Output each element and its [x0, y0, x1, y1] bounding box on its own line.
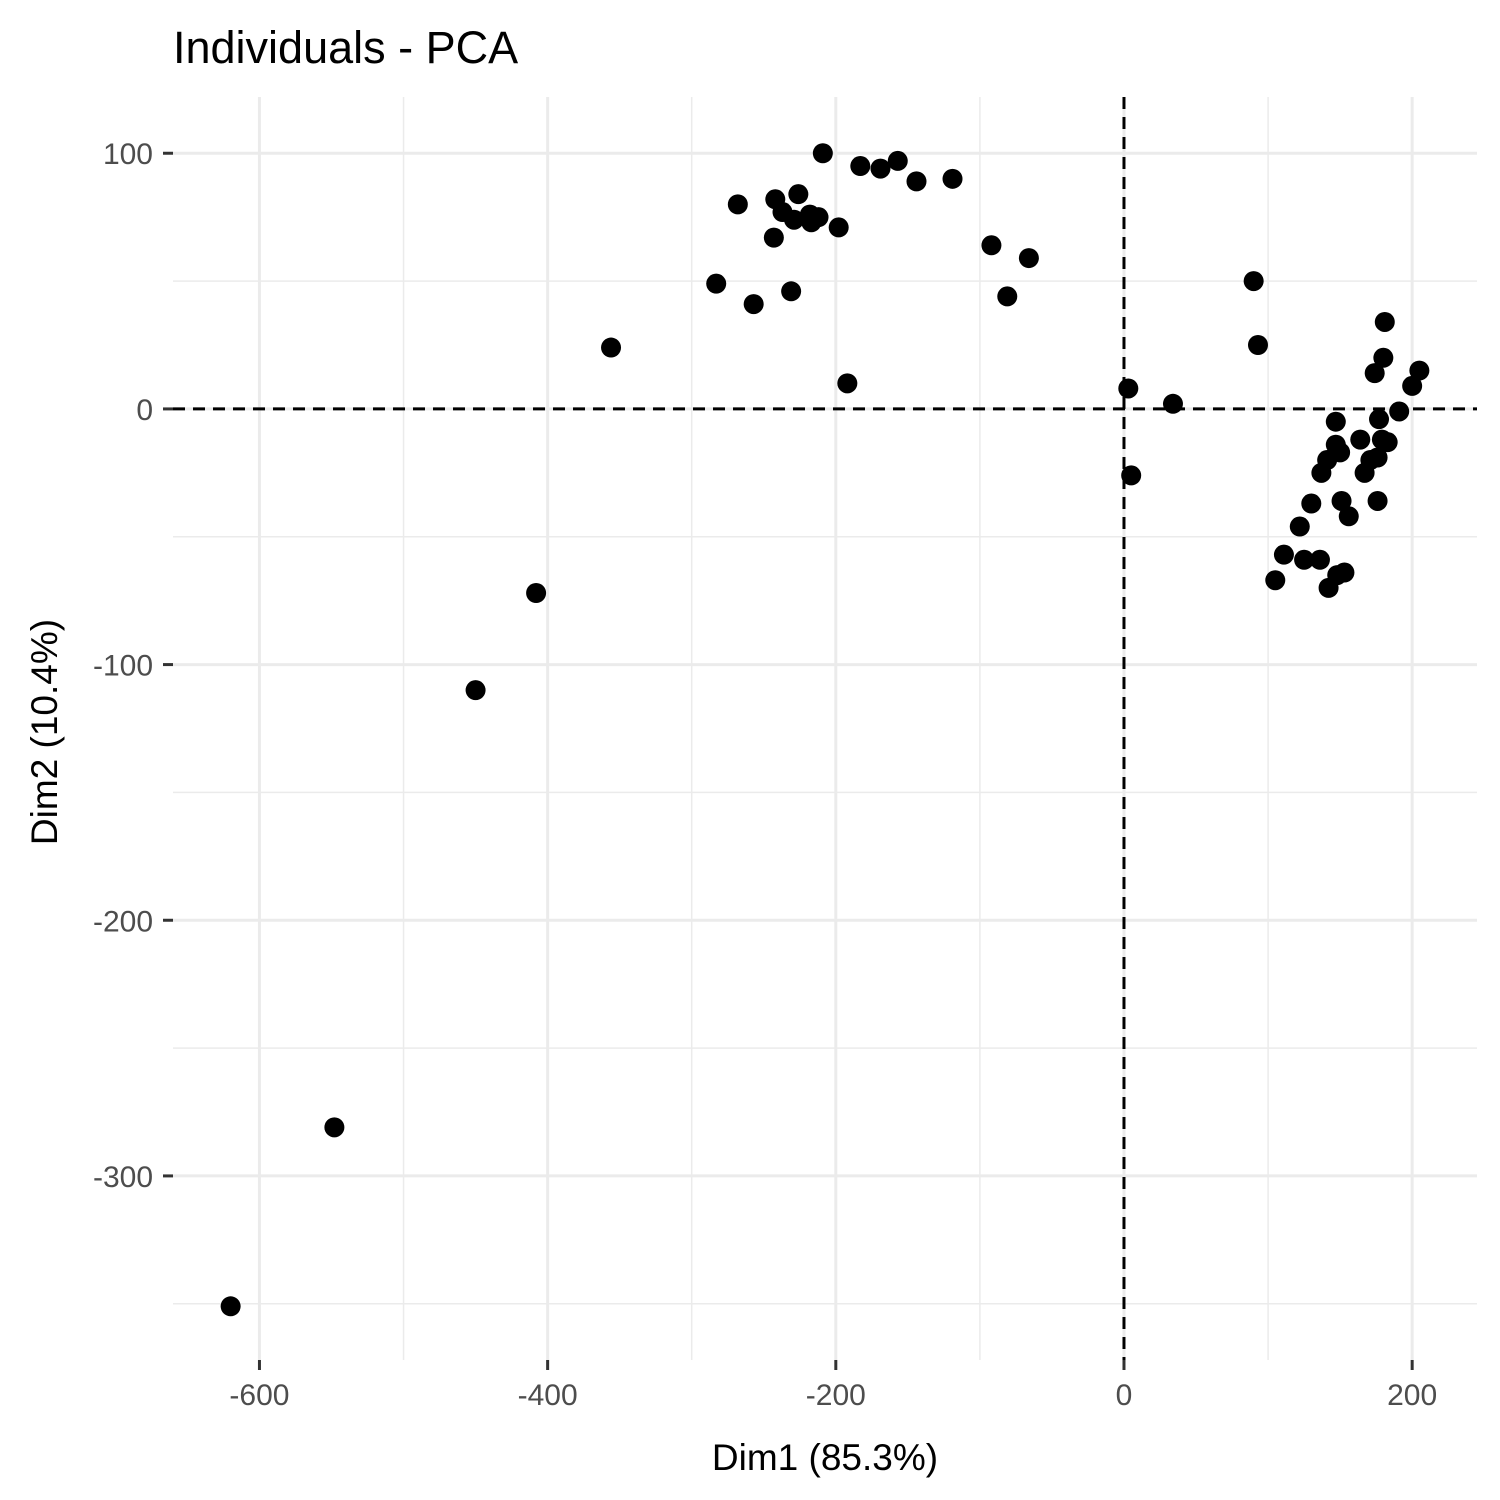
y-axis-title: Dim2 (10.4%) [24, 619, 65, 845]
y-tick-label: -200 [93, 905, 153, 938]
data-point [788, 184, 809, 205]
minor-gridlines [173, 97, 1477, 1360]
data-point [526, 582, 547, 603]
data-point [1247, 334, 1268, 355]
data-point [1373, 347, 1394, 368]
data-point [743, 294, 764, 315]
y-tick-label: -300 [93, 1161, 153, 1194]
data-point [1294, 549, 1315, 570]
x-tick-label: -600 [229, 1379, 289, 1412]
data-point [727, 194, 748, 215]
data-point [1389, 401, 1410, 422]
major-gridlines [173, 97, 1477, 1360]
data-point [808, 207, 829, 228]
data-point [981, 235, 1002, 256]
data-point [1367, 447, 1388, 468]
data-point [1331, 490, 1352, 511]
data-point [601, 337, 622, 358]
data-point [324, 1117, 345, 1138]
chart-title: Individuals - PCA [173, 22, 518, 73]
data-point [706, 273, 727, 294]
data-point [850, 156, 871, 177]
data-point [1325, 411, 1346, 432]
data-points [220, 143, 1430, 1317]
data-point [784, 209, 805, 230]
data-point [1369, 409, 1390, 430]
tick-labels: -600 -400 -200 0 200 -300 -200 -100 0 100 [93, 138, 1437, 1412]
x-axis-title: Dim1 (85.3%) [712, 1437, 938, 1478]
data-point [1243, 271, 1264, 292]
data-point [763, 227, 784, 248]
data-point [1301, 493, 1322, 514]
data-point [1330, 442, 1351, 463]
data-point [1334, 562, 1355, 583]
y-tick-label: 0 [136, 394, 153, 427]
data-point [781, 281, 802, 302]
data-point [1118, 378, 1139, 399]
data-point [1374, 311, 1395, 332]
data-point [1402, 375, 1423, 396]
axis-ticks [163, 151, 1414, 1370]
data-point [465, 680, 486, 701]
data-point [1162, 393, 1183, 414]
x-tick-label: 200 [1387, 1379, 1437, 1412]
data-point [887, 150, 908, 171]
data-point [997, 286, 1018, 307]
data-point [1289, 516, 1310, 537]
data-point [1367, 490, 1388, 511]
data-point [1018, 248, 1039, 269]
data-point [870, 158, 891, 179]
data-point [1265, 570, 1286, 591]
y-tick-label: 100 [103, 138, 153, 171]
data-point [812, 143, 833, 164]
data-point [1377, 432, 1398, 453]
data-point [220, 1296, 241, 1317]
x-tick-label: -400 [518, 1379, 578, 1412]
y-tick-label: -100 [93, 650, 153, 683]
data-point [942, 168, 963, 189]
data-point [828, 217, 849, 238]
data-point [1350, 429, 1371, 450]
data-point [1273, 544, 1294, 565]
data-point [906, 171, 927, 192]
data-point [1121, 465, 1142, 486]
data-point [837, 373, 858, 394]
x-tick-label: -200 [806, 1379, 866, 1412]
x-tick-label: 0 [1116, 1379, 1133, 1412]
data-point [1309, 549, 1330, 570]
data-point [1364, 363, 1385, 384]
data-point [1338, 506, 1359, 527]
data-point [1409, 360, 1430, 381]
reference-lines [173, 97, 1477, 1360]
